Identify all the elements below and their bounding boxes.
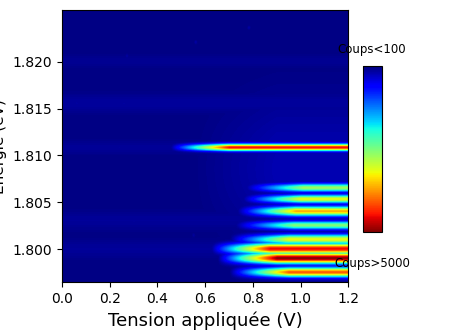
X-axis label: Tension appliquée (V): Tension appliquée (V) xyxy=(108,311,302,330)
Text: Coups>5000: Coups>5000 xyxy=(333,257,409,270)
Y-axis label: Energie (eV): Energie (eV) xyxy=(0,99,7,194)
Text: Coups<100: Coups<100 xyxy=(337,43,406,56)
